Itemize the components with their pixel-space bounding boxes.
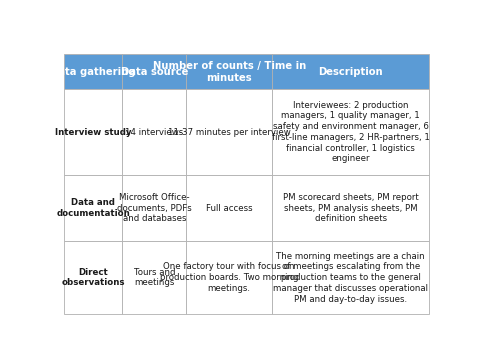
Bar <box>272 89 428 175</box>
Text: Data gathering: Data gathering <box>50 67 135 77</box>
Text: Interviewees: 2 production
managers, 1 quality manager, 1
safety and environment: Interviewees: 2 production managers, 1 q… <box>271 101 429 163</box>
Bar <box>122 175 186 241</box>
Bar <box>272 54 428 89</box>
Text: Full access: Full access <box>205 204 252 213</box>
Bar <box>122 241 186 314</box>
Bar <box>64 241 122 314</box>
Text: Direct
observations: Direct observations <box>61 268 125 288</box>
Bar <box>64 54 122 89</box>
Bar <box>272 241 428 314</box>
Bar <box>64 89 122 175</box>
Text: Microsoft Office-
documents, PDFs
and databases: Microsoft Office- documents, PDFs and da… <box>117 193 191 223</box>
Bar <box>272 175 428 241</box>
Bar <box>186 54 272 89</box>
Text: Description: Description <box>318 67 382 77</box>
Bar <box>122 54 186 89</box>
Bar <box>186 89 272 175</box>
Text: 14 interviews: 14 interviews <box>125 127 183 136</box>
Bar <box>64 175 122 241</box>
Text: One factory tour with focus on
production boards. Two morning
meetings.: One factory tour with focus on productio… <box>159 262 298 293</box>
Text: 11-37 minutes per interview: 11-37 minutes per interview <box>168 127 290 136</box>
Text: PM scorecard sheets, PM report
sheets, PM analysis sheets, PM
definition sheets: PM scorecard sheets, PM report sheets, P… <box>282 193 418 223</box>
Text: Tours and
meetings: Tours and meetings <box>133 268 175 288</box>
Text: Data source: Data source <box>120 67 188 77</box>
Bar <box>186 175 272 241</box>
Bar <box>186 241 272 314</box>
Text: Data and
documentation: Data and documentation <box>56 198 130 218</box>
Text: The morning meetings are a chain
of meetings escalating from the
production team: The morning meetings are a chain of meet… <box>273 252 427 304</box>
Bar <box>122 89 186 175</box>
Text: Number of counts / Time in
minutes: Number of counts / Time in minutes <box>152 61 305 83</box>
Text: Interview study: Interview study <box>55 127 131 136</box>
